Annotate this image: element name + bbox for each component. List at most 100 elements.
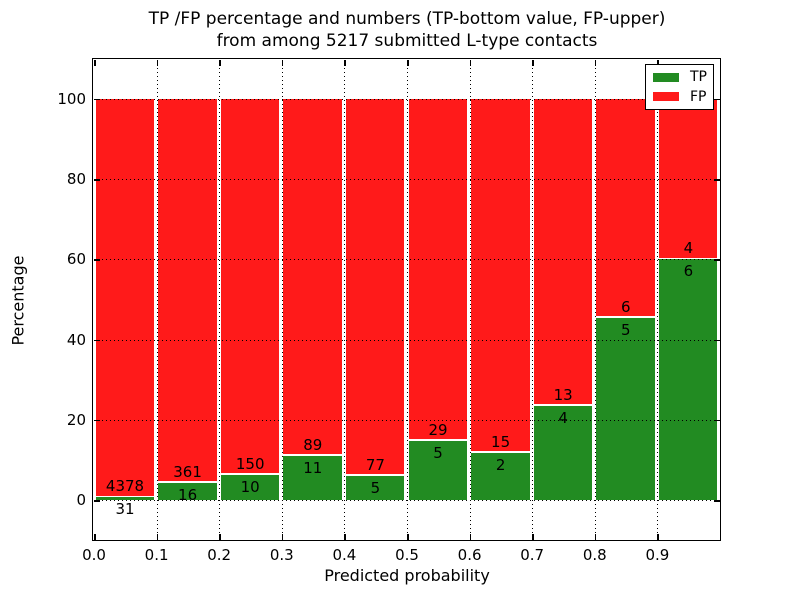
x-axis-label: Predicted probability (324, 566, 490, 585)
vertical-gridline (532, 60, 534, 540)
x-tick-mark (281, 534, 284, 540)
tp-bar-segment (158, 482, 217, 500)
fp-count-label: 6 (621, 297, 631, 316)
tp-bar-segment (345, 475, 405, 500)
fp-count-label: 77 (365, 455, 385, 474)
fp-count-label: 15 (491, 432, 511, 451)
fp-bar-segment (158, 98, 217, 482)
vertical-gridline (219, 60, 221, 540)
x-tick-mark-top (469, 60, 472, 66)
fp-bar-segment (596, 98, 655, 317)
legend-item-fp: FP (646, 90, 713, 104)
x-tick-mark-top (532, 60, 534, 66)
x-tick-mark-top (156, 60, 159, 66)
tp-bar-segment (220, 474, 280, 500)
x-tick-mark-top (281, 60, 284, 66)
fp-bar-segment (345, 98, 405, 475)
x-tick-label: 0.0 (82, 546, 106, 564)
tp-count-label: 4 (558, 408, 568, 427)
y-tick-mark (94, 98, 100, 101)
fp-bar-segment (220, 98, 280, 474)
chart-title-line2: from among 5217 submitted L-type contact… (216, 31, 598, 51)
fp-bar-segment (283, 98, 342, 455)
y-tick-mark-right (714, 419, 720, 422)
y-tick-label: 60 (66, 250, 86, 269)
x-tick-mark-top (94, 60, 96, 66)
horizontal-gridline (94, 179, 720, 180)
vertical-gridline (407, 60, 408, 540)
tp-bar-segment (658, 259, 718, 500)
y-tick-label: 80 (66, 170, 86, 188)
x-tick-label: 0.7 (520, 546, 545, 564)
tp-count-label: 10 (240, 477, 260, 496)
tp-count-label: 16 (178, 485, 198, 504)
x-tick-mark (219, 534, 221, 540)
tp-count-label: 5 (621, 320, 631, 339)
fp-bar-segment (533, 98, 593, 405)
fp-count-label: 150 (235, 454, 265, 473)
y-tick-mark (94, 339, 100, 341)
y-tick-mark-right (714, 500, 720, 502)
legend-item-tp: TP (646, 70, 713, 84)
tp-bar-segment (596, 317, 655, 500)
x-tick-mark (657, 534, 659, 540)
tp-count-label: 31 (115, 500, 135, 519)
horizontal-gridline (94, 500, 720, 501)
x-tick-label: 0.8 (582, 546, 607, 564)
x-tick-mark (532, 534, 534, 540)
y-tick-label: 20 (66, 410, 86, 429)
x-tick-mark-top (594, 60, 597, 66)
x-tick-mark (594, 534, 597, 540)
legend-label-fp: FP (690, 88, 707, 105)
x-tick-mark-top (657, 60, 659, 66)
fp-bar-segment (95, 98, 155, 496)
tp-count-label: 5 (370, 478, 381, 497)
tp-count-label: 6 (683, 262, 694, 281)
fp-count-label: 4 (683, 239, 694, 258)
vertical-gridline (594, 60, 596, 540)
x-tick-mark-top (407, 60, 409, 66)
tp-count-label: 5 (433, 443, 443, 462)
legend: TP FP (645, 64, 714, 110)
vertical-gridline (657, 60, 659, 540)
vertical-gridline (156, 60, 158, 540)
x-tick-mark (344, 534, 346, 540)
tp-bar-segment (95, 497, 155, 500)
horizontal-gridline (94, 419, 720, 421)
x-tick-mark-top (344, 60, 346, 66)
fp-count-label: 29 (428, 420, 448, 439)
x-tick-mark-top (219, 60, 221, 66)
y-tick-label: 0 (76, 491, 86, 509)
horizontal-gridline (94, 339, 720, 341)
x-tick-label: 0.6 (457, 546, 482, 564)
x-tick-mark (156, 534, 159, 540)
chart-title-line1: TP /FP percentage and numbers (TP-bottom… (148, 9, 666, 29)
tp-bar-segment (408, 440, 468, 500)
x-tick-label: 0.9 (645, 546, 670, 564)
horizontal-gridline (94, 98, 720, 100)
y-tick-mark (94, 179, 100, 181)
y-tick-mark-right (714, 259, 720, 261)
fp-bar-segment (408, 98, 468, 440)
tp-count-label: 2 (495, 455, 506, 474)
x-tick-mark (407, 534, 409, 540)
x-tick-mark (94, 534, 96, 540)
y-tick-label: 40 (66, 330, 86, 349)
y-tick-mark (94, 419, 100, 422)
vertical-gridline (469, 60, 471, 540)
vertical-gridline (344, 60, 346, 540)
y-tick-label: 100 (57, 89, 86, 108)
x-tick-label: 0.1 (144, 546, 169, 564)
tp-bar-segment (283, 455, 342, 500)
y-axis-label: Percentage (8, 255, 28, 346)
plot-area: 4378 31 361 16 150 10 89 11 77 5 29 5 15 2 13 4 6 5 4 6 (94, 60, 720, 540)
fp-count-label: 4378 (105, 477, 145, 496)
x-tick-label: 0.4 (332, 546, 357, 564)
y-tick-mark (94, 500, 100, 502)
x-tick-label: 0.2 (207, 546, 232, 564)
tp-count-label: 11 (303, 458, 323, 477)
tp-bar-segment (471, 452, 530, 500)
y-tick-mark-right (714, 98, 720, 101)
fp-color-swatch (653, 92, 679, 102)
